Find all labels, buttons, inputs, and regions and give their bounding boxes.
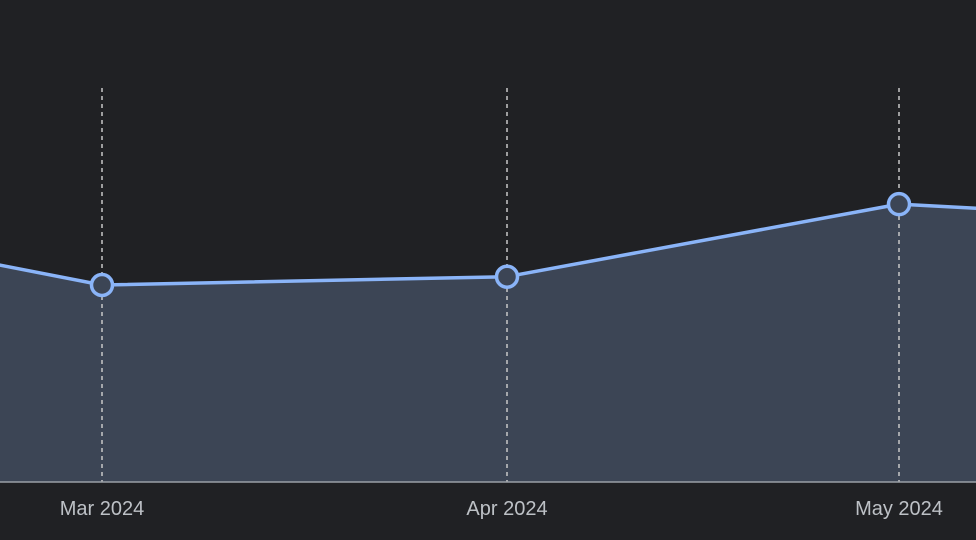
x-axis-tick-labels: Mar 2024 Apr 2024 May 2024 [60,498,943,520]
data-points [89,191,912,298]
x-tick-label: Mar 2024 [60,498,145,520]
x-tick-label: Apr 2024 [466,498,547,520]
data-point-2024-05 [886,191,912,217]
x-tick-label: May 2024 [855,498,943,520]
data-point-2024-04 [494,264,520,289]
area-fill [0,204,976,482]
vertical-gridlines [101,88,900,482]
data-point-2024-03 [89,272,115,298]
